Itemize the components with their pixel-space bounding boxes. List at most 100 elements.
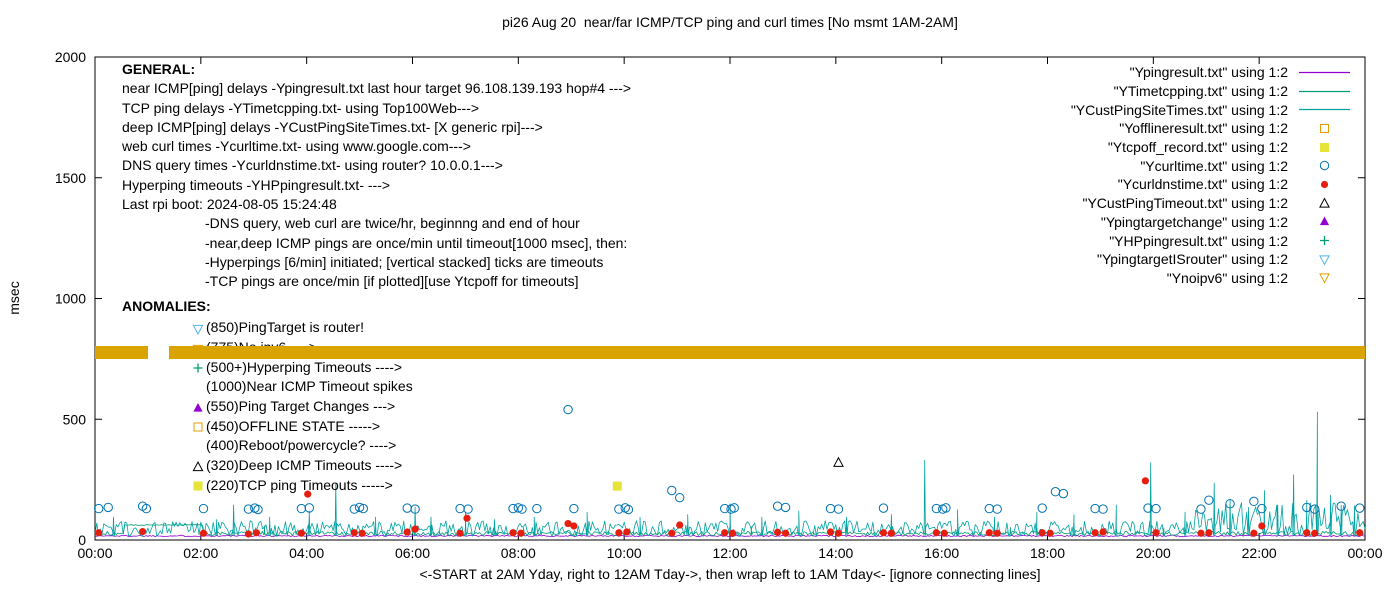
anomaly-notes: ANOMALIES: (850)PingTarget is router! (77… (122, 297, 413, 495)
x-tick-label: 10:00 (607, 545, 642, 561)
legend-item: "YHPpingresult.txt" using 1:2 (95, 231, 1365, 250)
general-indented-line: -DNS query, web curl are twice/hr, begin… (205, 215, 580, 232)
anomaly-item-label: (500+)Hyperping Timeouts ----> (206, 358, 403, 375)
general-indented-line: -Hyperpings [6/min] initiated; [vertical… (205, 253, 604, 270)
circle-open-icon (1319, 161, 1330, 171)
legend-item-label: "YpingtargetISrouter" using 1:2 (1096, 251, 1288, 268)
anomaly-item-label: (850)PingTarget is router! (206, 319, 364, 336)
legend-item: "YTimetcpping.txt" using 1:2 (95, 82, 1365, 101)
anomaly-item: (550)Ping Target Changes ---> (190, 397, 413, 417)
square-open-icon (190, 418, 206, 434)
triangle-filled-icon (190, 399, 206, 415)
line-icon (1299, 90, 1350, 92)
legend-item: "Ytcpoff_record.txt" using 1:2 (95, 138, 1365, 157)
x-tick-label: 00:00 (1347, 545, 1382, 561)
general-notes: GENERAL: near ICMP[ping] delays -Ypingre… (122, 60, 631, 292)
anomaly-item: (500+)Hyperping Timeouts ----> (190, 357, 413, 377)
anomaly-item: (320)Deep ICMP Timeouts ----> (190, 456, 413, 476)
general-line: web curl times -Ycurltime.txt- using www… (122, 138, 471, 155)
chart-title: pi26 Aug 20 near/far ICMP/TCP ping and c… (502, 14, 958, 30)
x-tick-label: 20:00 (1136, 545, 1171, 561)
marker-slot-empty (190, 379, 206, 395)
legend-item: "Ycurltime.txt" using 1:2 (95, 156, 1365, 175)
triangle-down-open-icon (190, 320, 206, 336)
legend-item: "YCustPingSiteTimes.txt" using 1:2 (95, 100, 1365, 119)
x-tick-label: 18:00 (1030, 545, 1065, 561)
legend-item-label: "Ynoipv6" using 1:2 (1166, 269, 1288, 286)
series-points-Ytcpoff_record.txt (612, 481, 622, 491)
legend-item-label: "Ycurldnstime.txt" using 1:2 (1117, 176, 1288, 193)
legend-item: "Ypingtargetchange" using 1:2 (95, 213, 1365, 232)
legend-item-label: "Ycurltime.txt" using 1:2 (1140, 157, 1288, 174)
x-axis-label: <-START at 2AM Yday, right to 12AM Tday-… (419, 566, 1041, 582)
x-tick-label: 16:00 (924, 545, 959, 561)
legend: "Ypingresult.txt" using 1:2 "YTimetcpping… (95, 63, 1365, 287)
anomaly-item: (400)Reboot/powercycle? ----> (190, 436, 413, 456)
square-open-icon (1320, 123, 1329, 133)
legend-item: "Ypingresult.txt" using 1:2 (95, 63, 1365, 82)
general-lines: near ICMP[ping] delays -Ypingresult.txt … (122, 79, 631, 214)
x-tick-label: 06:00 (395, 545, 430, 561)
anomaly-item-label: (320)Deep ICMP Timeouts ----> (206, 457, 403, 474)
general-line: Hyperping timeouts -YHPpingresult.txt- -… (122, 176, 391, 193)
legend-item-label: "YTimetcpping.txt" using 1:2 (1113, 83, 1288, 100)
general-line: Last rpi boot: 2024-08-05 15:24:48 (122, 196, 337, 213)
triangle-open-icon (1319, 197, 1330, 208)
anomalies-heading: ANOMALIES: (122, 298, 211, 314)
x-tick-label: 04:00 (289, 545, 324, 561)
y-axis-label: msec (6, 281, 22, 315)
line-icon (1299, 71, 1350, 73)
series-points-Ycurldnstime.txt (95, 477, 1364, 538)
series-line-Ypingresult.txt (94, 534, 1366, 537)
square-filled-icon (1320, 142, 1329, 152)
anomaly-item: (220)TCP ping Timeouts -----> (190, 476, 413, 496)
general-line: deep ICMP[ping] delays -YCustPingSiteTim… (122, 118, 543, 135)
legend-item-label: "Ypingresult.txt" using 1:2 (1129, 64, 1288, 81)
series-points-Ycurltime.txt (94, 404, 1365, 515)
marker-slot-empty (190, 438, 206, 454)
anomaly-item: (775)No ipv6 ----> (190, 338, 413, 358)
plus-icon (190, 359, 206, 375)
series-line-YCustPingSiteTimes.txt (94, 411, 1366, 537)
anomaly-item-label: (775)No ipv6 ----> (206, 339, 317, 356)
general-indented-lines: -DNS query, web curl are twice/hr, begin… (205, 214, 631, 291)
triangle-down-open-icon (1319, 255, 1330, 266)
y-tick-label: 2000 (55, 49, 86, 65)
y-tick-label: 0 (78, 532, 86, 548)
y-tick-label: 1000 (55, 291, 86, 307)
triangle-open-icon (190, 458, 206, 474)
circle-filled-icon (1320, 180, 1329, 189)
square-filled-icon (190, 477, 206, 493)
x-tick-label: 08:00 (501, 545, 536, 561)
legend-item-label: "YHPpingresult.txt" using 1:2 (1109, 232, 1288, 249)
general-indented-line: -near,deep ICMP pings are once/min until… (205, 234, 628, 251)
y-tick-label: 500 (63, 411, 87, 427)
legend-item-label: "YCustPingTimeout.txt" using 1:2 (1082, 195, 1288, 212)
legend-item: "YpingtargetISrouter" using 1:2 (95, 250, 1365, 269)
anomaly-item-label: (450)OFFLINE STATE -----> (206, 417, 381, 434)
series-points-YCustPingTimeout.txt (833, 456, 844, 467)
legend-item-label: "Yofflineresult.txt" using 1:2 (1119, 120, 1288, 137)
legend-item: "Yofflineresult.txt" using 1:2 (95, 119, 1365, 138)
legend-item: "Ycurldnstime.txt" using 1:2 (95, 175, 1365, 194)
general-line: near ICMP[ping] delays -Ypingresult.txt … (122, 80, 632, 97)
anomaly-item: (850)PingTarget is router! (190, 318, 413, 338)
general-line: DNS query times -Ycurldnstime.txt- using… (122, 157, 503, 174)
y-tick-label: 1500 (55, 170, 86, 186)
triangle-down-open-icon (1319, 273, 1330, 284)
anomaly-item: (450)OFFLINE STATE -----> (190, 416, 413, 436)
anomaly-item-label: (550)Ping Target Changes ---> (206, 398, 396, 415)
triangle-filled-icon (1319, 216, 1330, 226)
legend-item-label: "Ytcpoff_record.txt" using 1:2 (1107, 139, 1288, 156)
general-heading: GENERAL: (122, 61, 196, 77)
legend-item: "YCustPingTimeout.txt" using 1:2 (95, 194, 1365, 213)
anomaly-item: (1000)Near ICMP Timeout spikes (190, 377, 413, 397)
x-tick-label: 00:00 (77, 545, 112, 561)
general-line: TCP ping delays -YTimetcpping.txt- using… (122, 99, 480, 116)
anomaly-item-label: (1000)Near ICMP Timeout spikes (206, 378, 413, 395)
anomaly-item-label: (400)Reboot/powercycle? ----> (206, 437, 397, 454)
legend-item-label: "Ypingtargetchange" using 1:2 (1100, 213, 1288, 230)
triangle-down-open-icon (190, 340, 206, 356)
legend-item: "Ynoipv6" using 1:2 (95, 269, 1365, 288)
x-tick-label: 22:00 (1242, 545, 1277, 561)
